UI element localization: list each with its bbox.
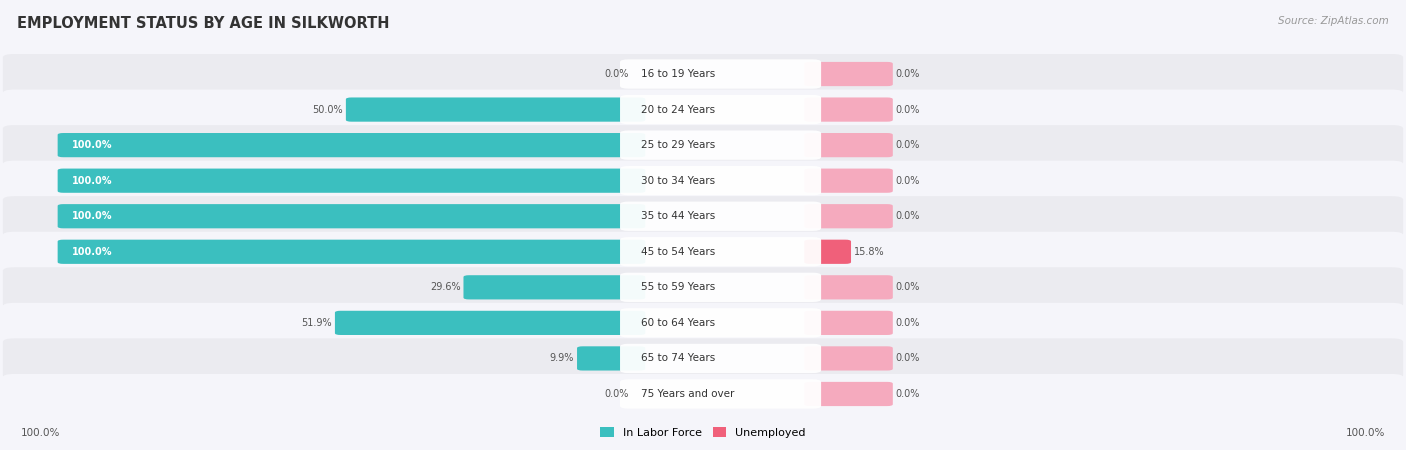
- FancyBboxPatch shape: [58, 169, 645, 193]
- Text: 0.0%: 0.0%: [896, 353, 920, 364]
- FancyBboxPatch shape: [620, 166, 821, 195]
- Text: EMPLOYMENT STATUS BY AGE IN SILKWORTH: EMPLOYMENT STATUS BY AGE IN SILKWORTH: [17, 16, 389, 31]
- FancyBboxPatch shape: [576, 346, 645, 370]
- Text: 0.0%: 0.0%: [896, 140, 920, 150]
- FancyBboxPatch shape: [3, 90, 1403, 130]
- Text: 100.0%: 100.0%: [72, 176, 112, 186]
- Text: 60 to 64 Years: 60 to 64 Years: [641, 318, 716, 328]
- FancyBboxPatch shape: [620, 95, 821, 124]
- Text: 100.0%: 100.0%: [72, 140, 112, 150]
- Text: 35 to 44 Years: 35 to 44 Years: [641, 211, 716, 221]
- FancyBboxPatch shape: [804, 98, 893, 122]
- FancyBboxPatch shape: [620, 202, 821, 231]
- FancyBboxPatch shape: [464, 275, 645, 299]
- Text: 0.0%: 0.0%: [896, 282, 920, 292]
- Text: Source: ZipAtlas.com: Source: ZipAtlas.com: [1278, 16, 1389, 26]
- FancyBboxPatch shape: [804, 204, 893, 228]
- FancyBboxPatch shape: [3, 54, 1403, 94]
- FancyBboxPatch shape: [58, 204, 645, 228]
- Text: 100.0%: 100.0%: [21, 428, 60, 438]
- FancyBboxPatch shape: [620, 59, 821, 89]
- FancyBboxPatch shape: [804, 240, 851, 264]
- FancyBboxPatch shape: [3, 196, 1403, 236]
- FancyBboxPatch shape: [804, 275, 893, 299]
- FancyBboxPatch shape: [804, 311, 893, 335]
- Legend: In Labor Force, Unemployed: In Labor Force, Unemployed: [596, 423, 810, 442]
- Text: 0.0%: 0.0%: [896, 211, 920, 221]
- FancyBboxPatch shape: [620, 379, 821, 409]
- FancyBboxPatch shape: [620, 308, 821, 338]
- FancyBboxPatch shape: [804, 133, 893, 157]
- FancyBboxPatch shape: [620, 130, 821, 160]
- FancyBboxPatch shape: [620, 344, 821, 373]
- Text: 20 to 24 Years: 20 to 24 Years: [641, 104, 716, 115]
- Text: 75 Years and over: 75 Years and over: [641, 389, 734, 399]
- FancyBboxPatch shape: [3, 232, 1403, 272]
- Text: 0.0%: 0.0%: [896, 104, 920, 115]
- FancyBboxPatch shape: [804, 346, 893, 370]
- FancyBboxPatch shape: [804, 382, 893, 406]
- Text: 100.0%: 100.0%: [1346, 428, 1385, 438]
- FancyBboxPatch shape: [3, 374, 1403, 414]
- FancyBboxPatch shape: [620, 273, 821, 302]
- Text: 15.8%: 15.8%: [853, 247, 884, 257]
- Text: 9.9%: 9.9%: [550, 353, 574, 364]
- FancyBboxPatch shape: [3, 267, 1403, 307]
- Text: 0.0%: 0.0%: [896, 176, 920, 186]
- Text: 0.0%: 0.0%: [896, 318, 920, 328]
- FancyBboxPatch shape: [804, 62, 893, 86]
- FancyBboxPatch shape: [3, 303, 1403, 343]
- FancyBboxPatch shape: [335, 311, 645, 335]
- FancyBboxPatch shape: [3, 125, 1403, 165]
- Text: 25 to 29 Years: 25 to 29 Years: [641, 140, 716, 150]
- Text: 50.0%: 50.0%: [312, 104, 343, 115]
- Text: 51.9%: 51.9%: [301, 318, 332, 328]
- Text: 0.0%: 0.0%: [896, 389, 920, 399]
- Text: 30 to 34 Years: 30 to 34 Years: [641, 176, 716, 186]
- Text: 0.0%: 0.0%: [605, 389, 628, 399]
- Text: 0.0%: 0.0%: [896, 69, 920, 79]
- Text: 65 to 74 Years: 65 to 74 Years: [641, 353, 716, 364]
- FancyBboxPatch shape: [3, 161, 1403, 201]
- Text: 16 to 19 Years: 16 to 19 Years: [641, 69, 716, 79]
- Text: 45 to 54 Years: 45 to 54 Years: [641, 247, 716, 257]
- Text: 29.6%: 29.6%: [430, 282, 461, 292]
- Text: 0.0%: 0.0%: [605, 69, 628, 79]
- Text: 55 to 59 Years: 55 to 59 Years: [641, 282, 716, 292]
- FancyBboxPatch shape: [3, 338, 1403, 378]
- FancyBboxPatch shape: [58, 240, 645, 264]
- FancyBboxPatch shape: [58, 133, 645, 157]
- FancyBboxPatch shape: [804, 169, 893, 193]
- Text: 100.0%: 100.0%: [72, 211, 112, 221]
- FancyBboxPatch shape: [620, 237, 821, 266]
- Text: 100.0%: 100.0%: [72, 247, 112, 257]
- FancyBboxPatch shape: [346, 98, 645, 122]
